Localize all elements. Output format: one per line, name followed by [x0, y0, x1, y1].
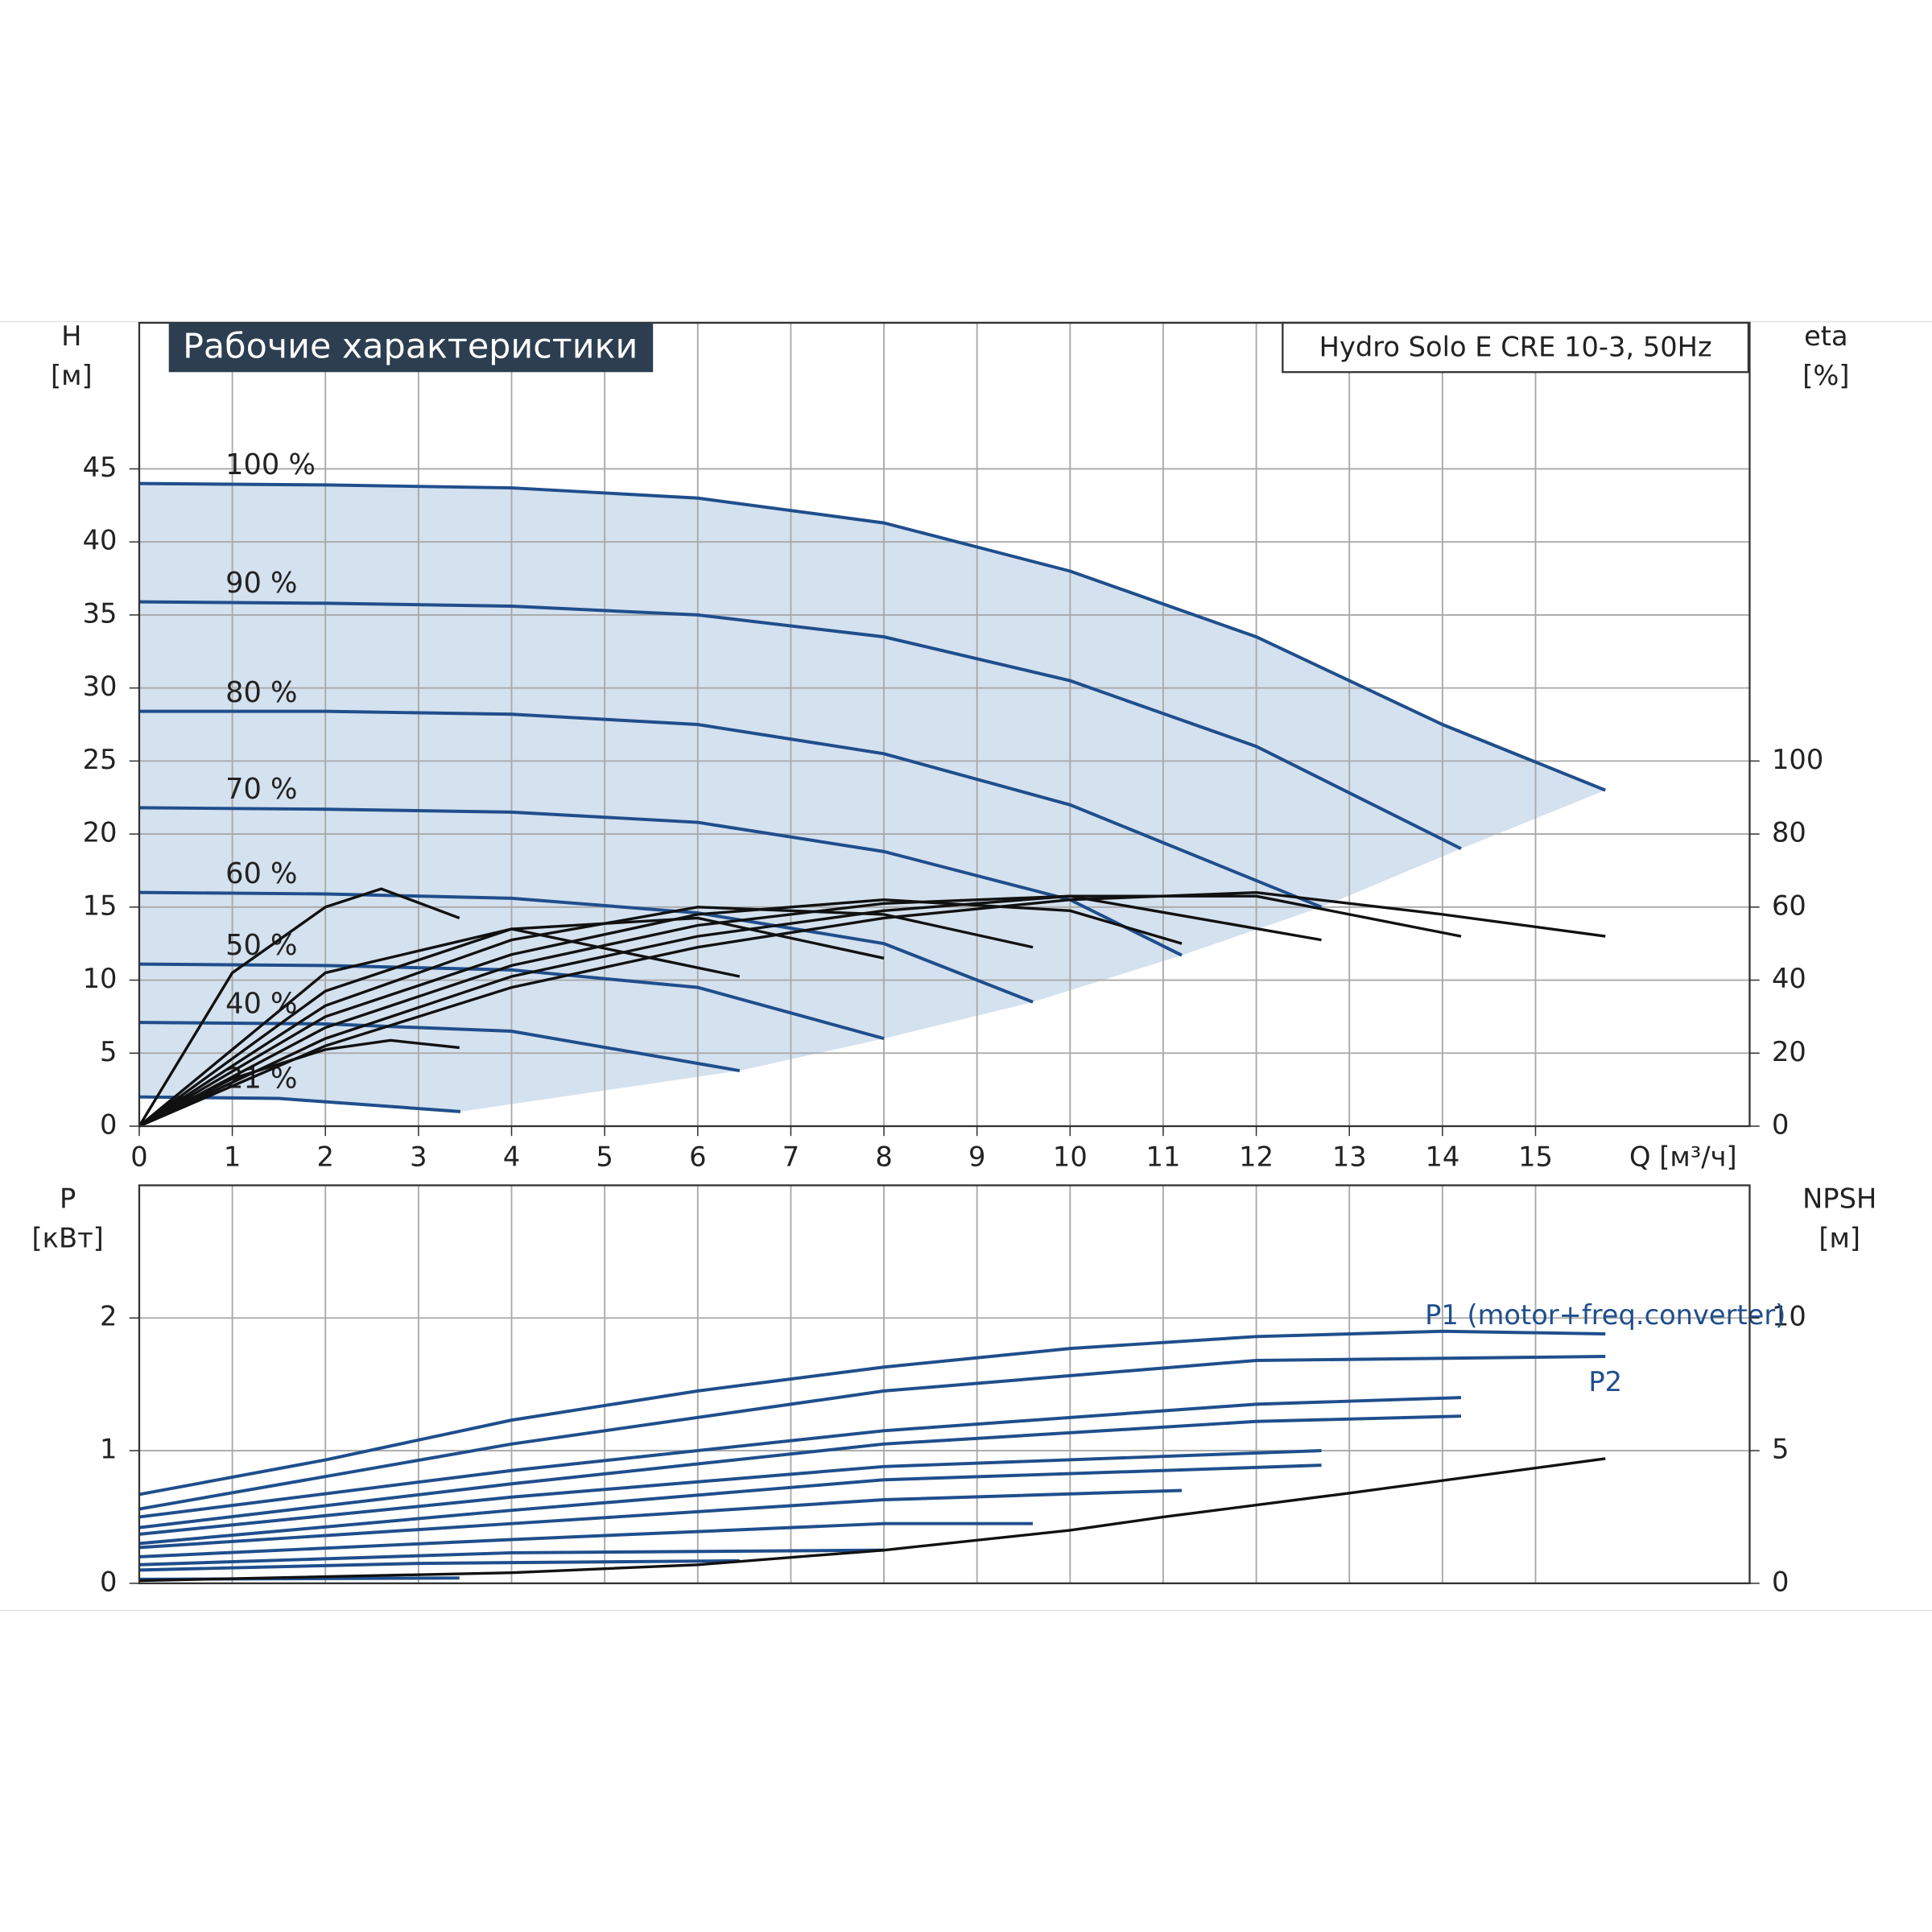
curve-label: P1 (motor+freq.converter)	[1425, 1299, 1785, 1331]
y2-axis-label: eta	[1804, 320, 1848, 352]
curve-label: 70 %	[225, 773, 297, 806]
y-tick-label: 35	[83, 597, 118, 629]
curve	[138, 1396, 1462, 1519]
y-axis-unit: [м]	[51, 360, 93, 391]
x-tick-label: 14	[1425, 1141, 1459, 1172]
x-tick-label: 6	[689, 1141, 706, 1172]
y2-tick-label: 10	[1772, 1301, 1806, 1332]
x-tick-label: 5	[596, 1141, 613, 1172]
x-tick-label: 8	[875, 1141, 892, 1172]
secondary-curve	[138, 894, 1322, 1128]
chart-title: Рабочие характеристики	[183, 327, 638, 367]
y-tick-label: 0	[100, 1566, 117, 1597]
y2-axis-unit: [%]	[1802, 360, 1849, 391]
curve-label: 90 %	[225, 567, 297, 600]
y-axis-unit: [кВт]	[32, 1222, 104, 1253]
secondary-curve	[138, 898, 1183, 1128]
secondary-curve	[138, 894, 1462, 1128]
x-tick-label: 11	[1146, 1141, 1181, 1172]
x-tick-label: 1	[224, 1141, 241, 1172]
y-tick-label: 15	[83, 890, 118, 921]
secondary-curve	[138, 890, 1606, 1128]
x-tick-label: 10	[1053, 1141, 1088, 1172]
y-tick-label: 0	[100, 1108, 117, 1140]
y2-axis-label: NPSH	[1802, 1183, 1876, 1214]
curve-label: P2	[1588, 1366, 1622, 1397]
plot-area	[138, 1185, 1750, 1583]
y2-axis-unit: [м]	[1818, 1222, 1860, 1253]
curve	[138, 1521, 1034, 1558]
y2-tick-label: 20	[1772, 1036, 1806, 1067]
y2-tick-label: 0	[1772, 1108, 1789, 1140]
curve	[138, 1329, 1606, 1496]
x-tick-label: 15	[1518, 1141, 1553, 1172]
y-tick-label: 20	[83, 817, 118, 848]
curve	[138, 1355, 1606, 1511]
y-axis-label: H	[61, 320, 81, 352]
x-tick-label: 13	[1332, 1141, 1367, 1172]
y2-tick-label: 100	[1772, 744, 1823, 775]
y2-tick-label: 0	[1772, 1566, 1789, 1597]
y2-tick-label: 60	[1772, 890, 1806, 921]
x-tick-label: 3	[410, 1141, 427, 1172]
plot-frame	[138, 1184, 1751, 1584]
y-tick-label: 10	[83, 963, 118, 994]
curve-label: 80 %	[225, 676, 297, 709]
y-tick-label: 45	[83, 452, 118, 483]
curve	[138, 481, 1606, 792]
title-box	[168, 323, 654, 373]
x-tick-label: 2	[317, 1141, 334, 1172]
x-axis-label: Q [м³/ч]	[1629, 1141, 1737, 1172]
curve	[138, 1463, 1322, 1546]
y-tick-label: 40	[83, 525, 118, 556]
secondary-curve	[138, 1457, 1606, 1583]
y2-tick-label: 40	[1772, 963, 1806, 994]
curve	[138, 600, 1462, 851]
y-tick-label: 2	[100, 1301, 117, 1332]
y-tick-label: 25	[83, 744, 118, 775]
y-tick-label: 1	[100, 1434, 117, 1465]
operating-region	[138, 483, 1606, 1112]
curve	[138, 890, 1034, 1004]
secondary-curve	[138, 927, 741, 1128]
y2-tick-label: 5	[1772, 1434, 1789, 1465]
x-tick-label: 0	[130, 1141, 147, 1172]
curve	[138, 962, 885, 1041]
y2-tick-label: 80	[1772, 817, 1806, 848]
y-tick-label: 5	[100, 1036, 117, 1067]
secondary-curve	[138, 1038, 460, 1128]
curve	[138, 1414, 1462, 1530]
curve	[138, 709, 1323, 909]
curve	[138, 1548, 885, 1567]
secondary-curve	[138, 887, 460, 1127]
curve	[138, 1449, 1322, 1536]
curve	[138, 1021, 741, 1072]
x-tick-label: 4	[503, 1141, 520, 1172]
curve	[138, 1488, 1183, 1550]
subtitle-box	[1282, 321, 1750, 374]
x-tick-label: 7	[782, 1141, 799, 1172]
x-tick-label: 9	[968, 1141, 985, 1172]
plot-frame	[138, 321, 1751, 1128]
curve-label: 60 %	[225, 857, 297, 890]
y-axis-label: P	[60, 1183, 76, 1214]
y-tick-label: 30	[83, 671, 118, 702]
curve	[138, 1558, 740, 1572]
curve-label: 100 %	[225, 448, 316, 481]
x-tick-label: 12	[1239, 1141, 1274, 1172]
chart-subtitle: Hydro Solo E CRE 10-3, 50Hz	[1319, 332, 1712, 363]
